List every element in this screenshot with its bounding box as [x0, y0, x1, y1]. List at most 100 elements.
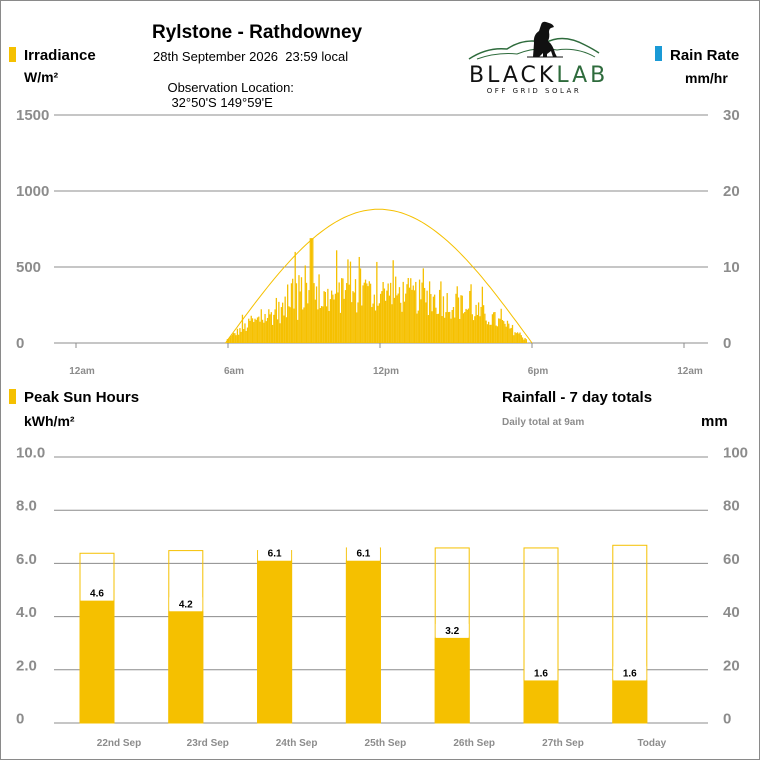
- time-axis-label: 12pm: [373, 366, 399, 377]
- irradiance-bar: [325, 306, 328, 343]
- irradiance-bar: [518, 333, 520, 343]
- sun-hours-bar: [79, 600, 115, 723]
- irradiance-bar: [302, 309, 304, 343]
- irradiance-bar: [245, 330, 247, 343]
- irradiance-bar: [315, 286, 318, 343]
- irradiance-bar: [495, 325, 497, 343]
- irradiance-bar: [428, 281, 431, 343]
- irradiance-bar: [490, 324, 492, 343]
- sun-hours-value-label: 6.1: [356, 549, 370, 560]
- irradiance-bar: [269, 314, 271, 343]
- irradiance-bar: [505, 326, 507, 343]
- irradiance-bar: [285, 317, 288, 343]
- date-axis-label: Today: [637, 738, 666, 749]
- irradiance-bar: [243, 328, 245, 343]
- irradiance-bar: [422, 268, 424, 343]
- irradiance-bar: [474, 316, 476, 343]
- sun-hours-bar: [523, 680, 559, 723]
- irradiance-bar: [435, 307, 437, 343]
- irradiance-bar: [412, 285, 414, 343]
- irradiance-bar: [338, 282, 340, 343]
- irradiance-bar: [427, 315, 430, 343]
- irradiance-bar: [294, 251, 296, 343]
- location-label: Observation Location:: [167, 80, 294, 95]
- irradiance-bar: [246, 327, 249, 343]
- irradiance-bar: [344, 290, 347, 343]
- sun-hours-value-label: 4.2: [179, 599, 193, 610]
- irradiance-bar: [401, 311, 403, 343]
- sun-hours-label-box: [258, 546, 292, 560]
- date-axis-label: 23rd Sep: [187, 738, 229, 749]
- irradiance-bar: [235, 335, 237, 343]
- sun-hours-label-box: [524, 666, 558, 680]
- irradiance-bar: [408, 287, 411, 343]
- irradiance-bar: [281, 302, 284, 343]
- irradiance-bar: [440, 281, 442, 343]
- irradiance-bar: [519, 332, 521, 343]
- irradiance-bar: [368, 281, 370, 343]
- irradiance-bar: [513, 335, 515, 343]
- irradiance-bar: [319, 308, 321, 343]
- irradiance-bar: [504, 323, 506, 343]
- observation-datetime: 28th September 2026 23:59 local: [153, 49, 349, 64]
- irradiance-bar: [229, 337, 231, 343]
- irradiance-bar: [352, 291, 354, 343]
- irradiance-bar: [405, 293, 407, 343]
- sun-hours-bar: [345, 560, 381, 723]
- irradiance-bar: [470, 284, 472, 343]
- irradiance-bar: [379, 293, 382, 343]
- irradiance-bar: [239, 328, 241, 343]
- irradiance-bar: [498, 318, 500, 343]
- irradiance-bar: [381, 291, 383, 343]
- irradiance-bar: [493, 312, 495, 343]
- sun-hours-y-tick-label: 4.0: [16, 604, 37, 621]
- irradiance-bar: [256, 317, 259, 343]
- irradiance-bar: [330, 290, 333, 343]
- irradiance-bar: [418, 279, 421, 343]
- irradiance-bar: [324, 291, 326, 343]
- sun-hours-label-box: [80, 586, 114, 600]
- irradiance-bar: [366, 283, 368, 343]
- irradiance-bar: [346, 283, 348, 343]
- irradiance-bar: [270, 312, 272, 343]
- irradiance-bar: [348, 284, 350, 343]
- irradiance-bar: [240, 331, 242, 343]
- irradiance-bar: [278, 301, 280, 343]
- irradiance-bar: [465, 308, 467, 343]
- irradiance-bar: [343, 298, 345, 343]
- irradiance-bar: [244, 323, 246, 343]
- irradiance-bar: [329, 299, 332, 343]
- irradiance-bar: [486, 324, 489, 343]
- irradiance-bar: [275, 297, 278, 343]
- irradiance-bar: [258, 316, 260, 343]
- irradiance-bar: [397, 293, 399, 343]
- irradiance-bar: [464, 312, 466, 343]
- irradiance-bar: [351, 302, 353, 343]
- irradiance-bar: [318, 274, 320, 343]
- rain-rate-legend-label: Rain Rate: [670, 47, 740, 64]
- irradiance-bar: [234, 333, 236, 343]
- clear-sky-curve: [225, 208, 533, 344]
- irradiance-bar: [238, 334, 240, 343]
- irradiance-bar: [236, 328, 239, 343]
- irradiance-bar: [416, 313, 418, 343]
- irradiance-bar: [475, 304, 477, 343]
- irradiance-bar: [457, 297, 460, 343]
- date-axis-label: 25th Sep: [365, 738, 407, 749]
- sun-hours-y-tick-label: 2.0: [16, 657, 37, 674]
- irradiance-bar: [489, 324, 491, 343]
- sun-hours-value-label: 6.1: [268, 549, 282, 560]
- irradiance-bar: [280, 307, 283, 343]
- irradiance-bar: [251, 318, 254, 343]
- rainfall-y-tick-label: 80: [723, 498, 740, 515]
- irradiance-bar: [241, 314, 244, 343]
- irradiance-bar: [390, 282, 392, 343]
- irradiance-bar: [303, 307, 305, 343]
- irradiance-bar: [353, 292, 355, 343]
- irradiance-bar: [290, 283, 293, 343]
- irradiance-bar: [430, 294, 432, 343]
- irradiance-bar: [259, 321, 261, 343]
- irradiance-bar: [377, 305, 379, 343]
- irradiance-bar: [327, 288, 329, 343]
- rainfall-note: Daily total at 9am: [502, 417, 585, 428]
